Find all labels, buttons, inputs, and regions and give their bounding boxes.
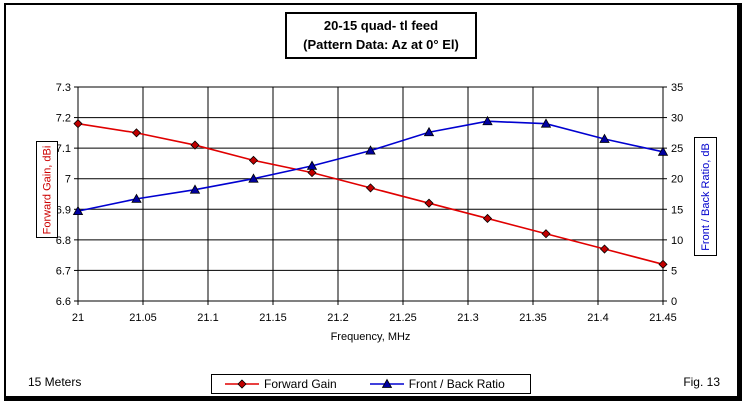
y-right-tick-label: 35 — [671, 82, 683, 94]
y-left-tick-label: 7.1 — [56, 143, 71, 155]
data-marker-triangle — [306, 160, 318, 170]
data-marker-diamond — [541, 229, 551, 239]
y-right-tick-label: 10 — [671, 235, 683, 247]
figure-number: Fig. 13 — [683, 375, 720, 389]
data-marker-diamond — [365, 183, 376, 193]
y-left-tick-label: 7 — [65, 174, 71, 186]
data-marker-triangle — [131, 193, 142, 203]
data-marker-triangle — [599, 133, 610, 143]
x-tick-label: 21.1 — [197, 312, 218, 324]
front-back-ratio-marker-icon — [369, 378, 405, 390]
y-axis-left-title: Forward Gain, dBi — [41, 145, 53, 234]
data-marker-diamond — [237, 379, 247, 389]
legend-label-front-back-ratio: Front / Back Ratio — [408, 377, 505, 391]
x-tick-label: 21.05 — [129, 312, 157, 324]
y-right-tick-label: 15 — [671, 204, 683, 216]
chart-title-line1: 20-15 quad- tl feed — [323, 18, 439, 33]
x-tick-label: 21.3 — [457, 312, 478, 324]
data-marker-triangle — [381, 378, 392, 388]
legend-swatch-svg — [369, 378, 404, 388]
data-marker-triangle — [657, 146, 669, 156]
series-line-right — [77, 120, 664, 212]
data-marker-diamond — [424, 198, 434, 208]
data-marker-triangle — [482, 115, 493, 126]
chart-title-box: 20-15 quad- tl feed (Pattern Data: Az at… — [285, 12, 477, 59]
band-label: 15 Meters — [28, 375, 82, 389]
data-marker-diamond — [307, 168, 317, 178]
y-right-tick-label: 0 — [671, 296, 677, 308]
x-tick-label: 21.15 — [259, 312, 287, 324]
chart-title-line2: (Pattern Data: Az at 0° El) — [303, 37, 459, 52]
data-marker-diamond — [131, 128, 142, 138]
legend-label-forward-gain: Forward Gain — [264, 377, 337, 391]
x-tick-label: 21.4 — [587, 312, 608, 324]
x-tick-label: 21.45 — [649, 312, 677, 324]
y-left-tick-label: 6.8 — [56, 235, 71, 247]
legend-item-front-back-ratio: Front / Back Ratio — [369, 377, 505, 391]
data-marker-triangle — [248, 173, 259, 183]
data-marker-triangle — [423, 126, 435, 137]
forward-gain-marker-icon — [224, 378, 260, 390]
data-marker-diamond — [482, 213, 493, 224]
plot-border — [77, 86, 664, 302]
legend-swatch-svg — [225, 379, 259, 389]
data-marker-triangle — [365, 145, 376, 155]
y-left-tick-label: 7.2 — [56, 113, 71, 125]
y-axis-right-title: Front / Back Ratio, dB — [699, 142, 712, 251]
x-tick-label: 21.35 — [519, 312, 547, 324]
x-tick-label: 21 — [72, 312, 84, 324]
legend-item-forward-gain: Forward Gain — [224, 377, 337, 391]
data-marker-triangle — [189, 184, 201, 194]
x-tick-label: 21.25 — [389, 312, 417, 324]
data-marker-diamond — [73, 119, 83, 129]
y-axis-left-title-box: Forward Gain, dBi — [36, 141, 58, 238]
y-right-tick-label: 20 — [671, 174, 683, 186]
outer-frame — [4, 3, 742, 401]
y-left-tick-label: 6.7 — [56, 265, 71, 277]
data-marker-triangle — [72, 205, 84, 216]
data-marker-diamond — [190, 140, 200, 150]
y-left-tick-label: 7.3 — [56, 82, 71, 94]
y-right-tick-label: 25 — [671, 143, 683, 155]
data-marker-diamond — [599, 244, 610, 254]
y-axis-right-title-box: Front / Back Ratio, dB — [694, 137, 717, 256]
data-marker-triangle — [540, 118, 552, 128]
data-marker-diamond — [658, 259, 668, 269]
y-right-tick-label: 5 — [671, 265, 677, 277]
x-tick-label: 21.2 — [327, 312, 348, 324]
y-left-tick-label: 6.6 — [56, 296, 71, 308]
data-marker-diamond — [248, 155, 259, 165]
y-right-tick-label: 30 — [671, 113, 683, 125]
x-axis-title: Frequency, MHz — [330, 331, 411, 343]
y-left-tick-label: 6.9 — [56, 204, 71, 216]
legend: Forward Gain Front / Back Ratio — [211, 374, 531, 394]
